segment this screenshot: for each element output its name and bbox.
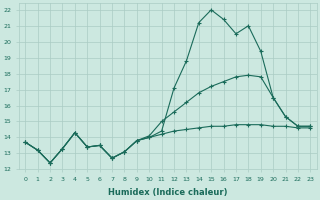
X-axis label: Humidex (Indice chaleur): Humidex (Indice chaleur) — [108, 188, 228, 197]
